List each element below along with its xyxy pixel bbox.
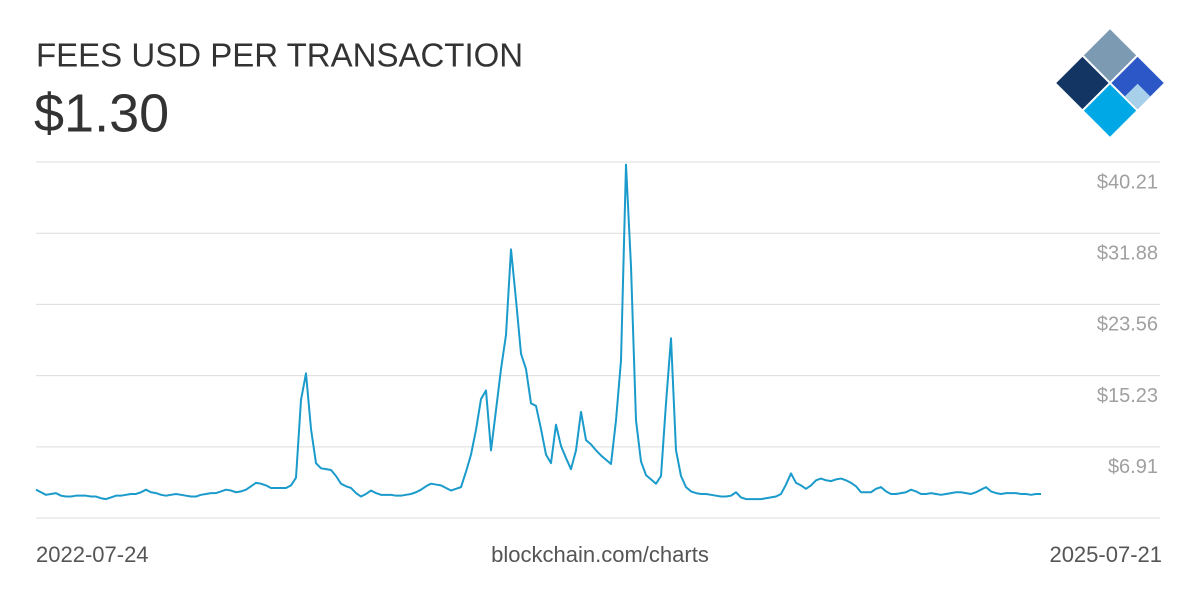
source: blockchain.com/charts xyxy=(491,542,709,567)
logo xyxy=(1056,29,1164,137)
y-tick-label: $15.23 xyxy=(1097,385,1158,407)
x-start-label: 2022-07-24 xyxy=(36,542,149,567)
logo-tile xyxy=(1083,29,1137,82)
chart-title: FEES USD PER TRANSACTION xyxy=(36,37,523,74)
data-line xyxy=(35,163,1041,501)
y-tick-label: $23.56 xyxy=(1097,314,1158,336)
current-value: $1.30 xyxy=(34,83,169,143)
logo-tile xyxy=(1083,84,1137,137)
y-tick-label: $31.88 xyxy=(1097,243,1158,265)
y-tick-label: $6.91 xyxy=(1108,456,1158,478)
y-tick-label: $40.21 xyxy=(1097,171,1158,193)
x-end-label: 2025-07-21 xyxy=(1049,542,1162,567)
